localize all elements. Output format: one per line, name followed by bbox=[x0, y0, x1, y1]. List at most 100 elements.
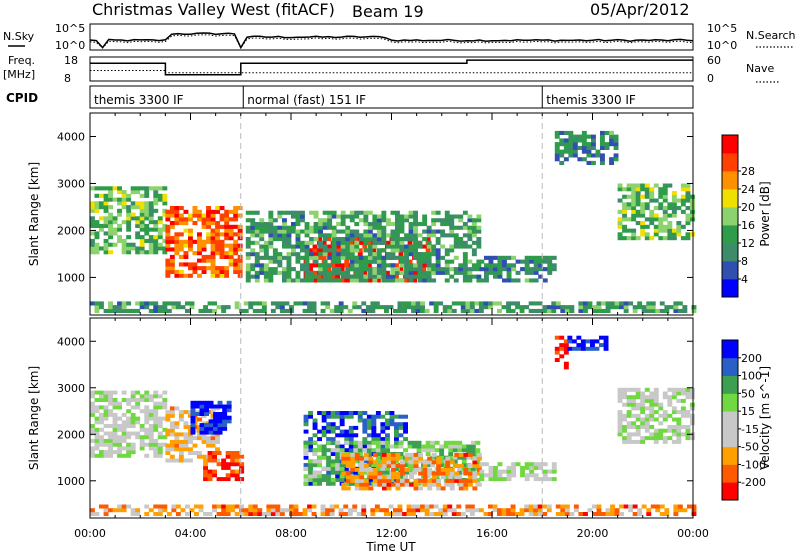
echo-cell bbox=[390, 270, 396, 275]
echo-cell bbox=[353, 440, 359, 445]
echo-cell bbox=[121, 201, 127, 206]
echo-cell bbox=[690, 406, 695, 411]
echo-cell bbox=[448, 474, 454, 479]
echo-cell bbox=[286, 252, 292, 257]
echo-cell bbox=[339, 448, 345, 453]
echo-cell bbox=[245, 237, 251, 242]
echo-cell bbox=[583, 512, 588, 516]
echo-cell bbox=[206, 236, 211, 241]
echo-cell bbox=[497, 263, 503, 268]
echo-cell bbox=[117, 508, 122, 513]
echo-cell bbox=[640, 395, 646, 400]
echo-cell bbox=[467, 278, 473, 283]
echo-cell bbox=[188, 432, 193, 437]
echo-cell bbox=[178, 410, 184, 415]
echo-cell bbox=[395, 475, 401, 480]
echo-cell bbox=[617, 221, 623, 226]
echo-cell bbox=[317, 444, 322, 449]
echo-cell bbox=[662, 439, 668, 444]
echo-cell bbox=[94, 223, 100, 228]
echo-cell bbox=[174, 432, 180, 437]
echo-cell bbox=[139, 223, 145, 228]
echo-cell bbox=[349, 255, 355, 260]
echo-cell bbox=[569, 308, 575, 313]
echo-cell bbox=[117, 190, 122, 195]
echo-cell bbox=[471, 225, 477, 230]
echo-cell bbox=[653, 428, 659, 433]
echo-cell bbox=[90, 431, 95, 436]
echo-cell bbox=[453, 233, 459, 238]
echo-cell bbox=[488, 504, 493, 509]
echo-cell bbox=[426, 278, 432, 283]
echo-cell bbox=[613, 145, 619, 150]
echo-cell bbox=[384, 305, 389, 310]
echo-cell bbox=[157, 405, 163, 410]
echo-cell bbox=[680, 406, 686, 411]
echo-cell bbox=[622, 213, 627, 218]
echo-cell bbox=[662, 209, 668, 214]
echo-cell bbox=[362, 411, 368, 415]
echo-cell bbox=[197, 217, 202, 222]
echo-cell bbox=[245, 210, 251, 215]
echo-cell bbox=[169, 410, 175, 415]
echo-cell bbox=[117, 438, 122, 443]
echo-cell bbox=[188, 236, 193, 241]
echo-cell bbox=[436, 482, 442, 487]
echo-cell bbox=[386, 475, 392, 480]
echo-cell bbox=[221, 508, 227, 513]
echo-cell bbox=[529, 473, 535, 478]
echo-cell bbox=[416, 466, 422, 471]
echo-cell bbox=[221, 504, 227, 509]
echo-cell bbox=[439, 444, 445, 449]
echo-cell bbox=[197, 251, 202, 256]
echo-cell bbox=[497, 270, 503, 275]
echo-cell bbox=[617, 398, 623, 403]
echo-cell bbox=[139, 186, 145, 191]
echo-cell bbox=[130, 246, 136, 251]
echo-cell bbox=[613, 142, 619, 147]
echo-cell bbox=[153, 416, 159, 421]
echo-cell bbox=[103, 242, 109, 247]
echo-cell bbox=[662, 413, 668, 418]
echo-cell bbox=[313, 229, 319, 234]
echo-cell bbox=[363, 259, 369, 264]
echo-cell bbox=[680, 425, 686, 429]
echo-cell bbox=[637, 512, 643, 516]
echo-cell bbox=[619, 305, 624, 310]
echo-cell bbox=[420, 301, 425, 306]
echo-cell bbox=[472, 475, 478, 480]
echo-cell bbox=[257, 301, 263, 306]
echo-cell bbox=[226, 408, 232, 413]
echo-cell bbox=[395, 225, 400, 230]
echo-cell bbox=[347, 508, 353, 513]
echo-cell bbox=[617, 413, 623, 418]
echo-cell bbox=[206, 266, 211, 271]
echo-cell bbox=[524, 267, 530, 272]
echo-cell bbox=[662, 191, 668, 196]
echo-cell bbox=[546, 308, 552, 313]
echo-cell bbox=[99, 390, 104, 395]
echo-cell bbox=[422, 259, 428, 264]
echo-cell bbox=[367, 229, 373, 234]
echo-cell bbox=[321, 444, 327, 449]
echo-cell bbox=[312, 452, 318, 456]
echo-cell bbox=[201, 254, 207, 259]
echo-cell bbox=[635, 194, 641, 199]
echo-cell bbox=[354, 263, 360, 268]
echo-cell bbox=[380, 422, 386, 427]
echo-cell bbox=[519, 305, 525, 310]
echo-cell bbox=[413, 240, 418, 245]
nave-tick-top: 60 bbox=[707, 54, 721, 67]
echo-cell bbox=[370, 301, 376, 306]
echo-cell bbox=[395, 452, 401, 457]
echo-cell bbox=[409, 482, 414, 487]
echo-cell bbox=[658, 217, 664, 222]
echo-cell bbox=[90, 220, 95, 225]
echo-cell bbox=[162, 208, 168, 213]
echo-cell bbox=[245, 225, 251, 230]
echo-cell bbox=[640, 436, 646, 441]
echo-cell bbox=[356, 305, 362, 310]
echo-cell bbox=[559, 142, 565, 147]
echo-cell bbox=[174, 421, 180, 426]
echo-cell bbox=[180, 508, 186, 513]
